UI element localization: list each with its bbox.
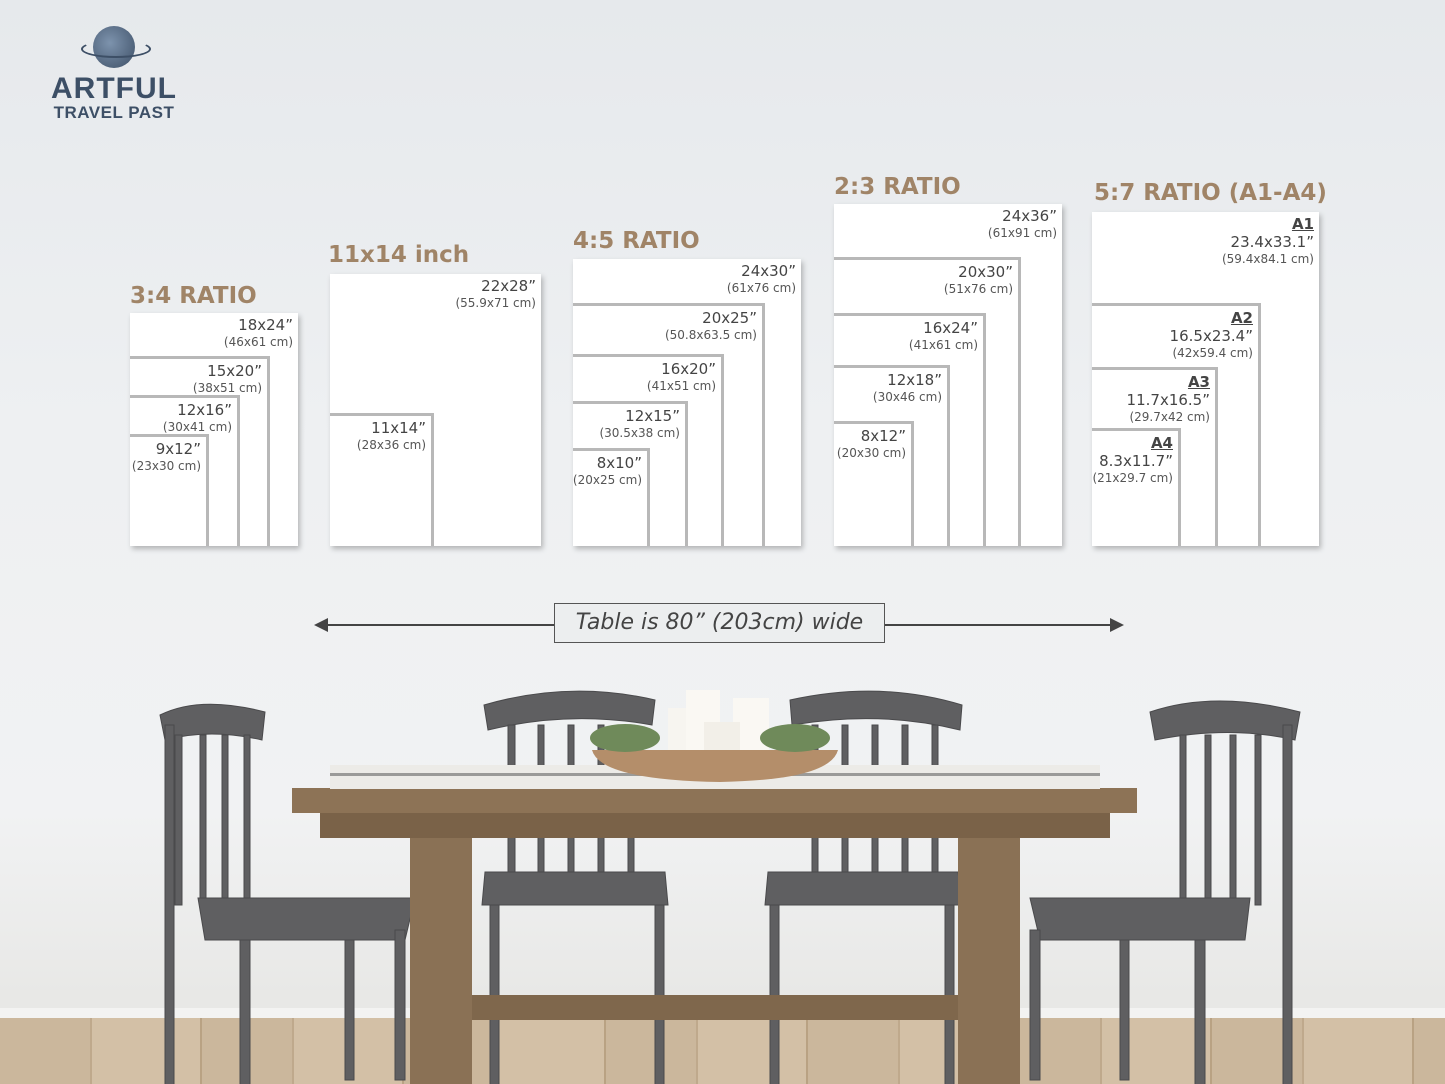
size-cm: (29.7x42 cm) (1129, 410, 1210, 424)
size-label: 24x30” (61x76 cm) (727, 262, 796, 296)
size-label: 24x36” (61x91 cm) (988, 207, 1057, 241)
width-arrow-left-line (322, 624, 554, 626)
size-label: 12x16” (30x41 cm) (163, 401, 232, 435)
print-size-frame: 8x10” (20x25 cm) (573, 448, 650, 546)
size-label: 20x30” (51x76 cm) (944, 263, 1013, 297)
size-label: 16x20” (41x51 cm) (647, 360, 716, 394)
group-title: 3:4 RATIO (130, 283, 257, 309)
paper-size-name: A1 (1291, 215, 1314, 233)
group-title: 11x14 inch (328, 242, 470, 268)
size-inches: 23.4x33.1” (1230, 233, 1314, 251)
size-inches: 11.7x16.5” (1126, 391, 1210, 409)
print-size-frame: 9x12” (23x30 cm) (130, 434, 209, 546)
size-cm: (41x61 cm) (908, 338, 978, 352)
size-inches: 12x15” (625, 407, 680, 425)
size-label: A2 16.5x23.4” (42x59.4 cm) (1170, 309, 1253, 361)
size-cm: (61x91 cm) (987, 226, 1057, 240)
chair-right (1029, 700, 1301, 1084)
size-label: A4 8.3x11.7” (21x29.7 cm) (1092, 434, 1173, 486)
paper-size-name: A4 (1150, 434, 1173, 452)
size-inches: 18x24” (238, 316, 293, 334)
size-label: 15x20” (38x51 cm) (193, 362, 262, 396)
size-inches: 20x25” (702, 309, 757, 327)
size-inches: 24x36” (1002, 207, 1057, 225)
logo: ARTFUL TRAVEL PAST (36, 26, 192, 122)
size-cm: (28x36 cm) (356, 438, 426, 452)
size-inches: 11x14” (371, 419, 426, 437)
size-cm: (59.4x84.1 cm) (1221, 252, 1314, 266)
size-label: A1 23.4x33.1” (59.4x84.1 cm) (1222, 215, 1314, 267)
size-cm: (20x30 cm) (836, 446, 906, 460)
size-label: A3 11.7x16.5” (29.7x42 cm) (1127, 373, 1210, 425)
size-label: 16x24” (41x61 cm) (909, 319, 978, 353)
size-cm: (61x76 cm) (726, 281, 796, 295)
paper-size-name: A2 (1230, 309, 1253, 327)
size-label: 8x12” (20x30 cm) (837, 427, 906, 461)
size-cm: (21x29.7 cm) (1092, 471, 1173, 485)
size-cm: (50.8x63.5 cm) (664, 328, 757, 342)
size-cm: (20x25 cm) (572, 473, 642, 487)
width-arrow-right-line (885, 624, 1115, 626)
table-width-label: Table is 80” (203cm) wide (554, 603, 885, 643)
size-inches: 8.3x11.7” (1099, 452, 1173, 470)
size-inches: 16x24” (923, 319, 978, 337)
size-cm: (30x41 cm) (162, 420, 232, 434)
arrow-left-icon (314, 618, 328, 632)
size-cm: (38x51 cm) (192, 381, 262, 395)
size-label: 12x18” (30x46 cm) (873, 371, 942, 405)
size-inches: 9x12” (155, 440, 201, 458)
size-label: 11x14” (28x36 cm) (357, 419, 426, 453)
size-label: 22x28” (55.9x71 cm) (455, 277, 536, 311)
size-inches: 12x16” (177, 401, 232, 419)
size-label: 8x10” (20x25 cm) (573, 454, 642, 488)
size-cm: (46x61 cm) (223, 335, 293, 349)
arrow-right-icon (1110, 618, 1124, 632)
size-inches: 8x10” (596, 454, 642, 472)
size-cm: (42x59.4 cm) (1172, 346, 1253, 360)
size-inches: 16x20” (661, 360, 716, 378)
size-label: 20x25” (50.8x63.5 cm) (665, 309, 757, 343)
dining-table (292, 765, 1137, 1084)
chair-left (159, 703, 416, 1084)
size-cm: (51x76 cm) (943, 282, 1013, 296)
logo-line-2: TRAVEL PAST (53, 103, 175, 122)
logo-line-1: ARTFUL (51, 72, 177, 105)
group-title: 4:5 RATIO (573, 228, 700, 254)
size-label: 12x15” (30.5x38 cm) (599, 407, 680, 441)
group-title: 5:7 RATIO (A1-A4) (1094, 180, 1327, 206)
group-title: 2:3 RATIO (834, 174, 961, 200)
print-size-frame: 8x12” (20x30 cm) (834, 421, 914, 546)
print-size-frame: 11x14” (28x36 cm) (330, 413, 434, 546)
size-cm: (41x51 cm) (646, 379, 716, 393)
print-size-frame: A4 8.3x11.7” (21x29.7 cm) (1092, 428, 1181, 546)
size-inches: 15x20” (207, 362, 262, 380)
size-inches: 22x28” (481, 277, 536, 295)
paper-size-name: A3 (1187, 373, 1210, 391)
size-label: 9x12” (23x30 cm) (132, 440, 201, 474)
size-cm: (30x46 cm) (872, 390, 942, 404)
size-cm: (55.9x71 cm) (455, 296, 536, 310)
size-cm: (23x30 cm) (131, 459, 201, 473)
size-label: 18x24” (46x61 cm) (224, 316, 293, 350)
size-inches: 20x30” (958, 263, 1013, 281)
size-cm: (30.5x38 cm) (599, 426, 680, 440)
size-inches: 16.5x23.4” (1169, 327, 1253, 345)
centerpiece (590, 690, 838, 782)
globe-icon (81, 26, 151, 68)
size-inches: 8x12” (860, 427, 906, 445)
size-inches: 12x18” (887, 371, 942, 389)
size-inches: 24x30” (741, 262, 796, 280)
